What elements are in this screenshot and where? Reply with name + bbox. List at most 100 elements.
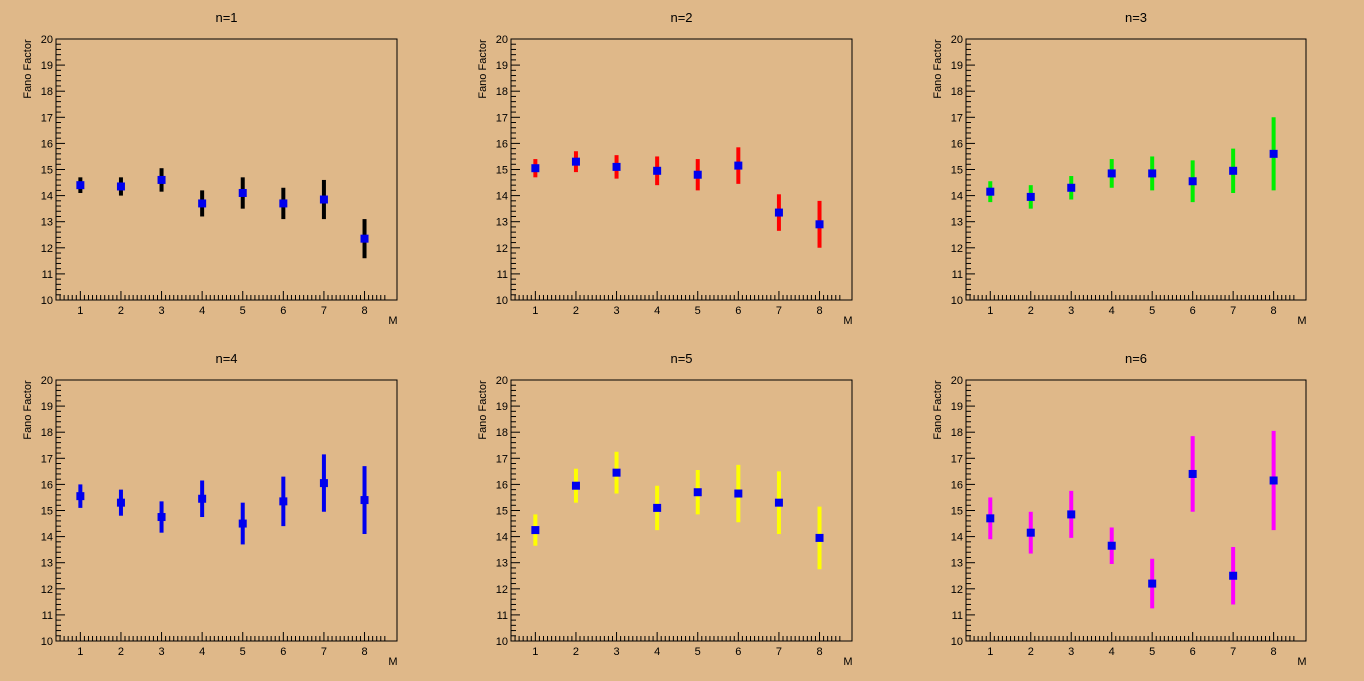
y-tick-label: 10 — [41, 295, 53, 307]
x-tick-label: 2 — [1028, 305, 1034, 317]
data-point — [734, 161, 743, 170]
y-tick-label: 14 — [496, 532, 508, 544]
data-point — [1026, 192, 1035, 201]
y-tick-label: 17 — [496, 112, 508, 124]
x-tick-label: 6 — [735, 305, 741, 317]
x-tick-label: 3 — [158, 305, 164, 317]
data-point — [815, 220, 824, 229]
plot-frame — [510, 379, 853, 642]
y-axis-label: Fano Factor — [932, 39, 944, 99]
x-tick-label: 5 — [1149, 646, 1155, 658]
y-tick-label: 20 — [951, 375, 963, 387]
x-tick-label: 1 — [987, 646, 993, 658]
x-tick-label: 4 — [654, 646, 660, 658]
x-tick-label: 4 — [1109, 646, 1115, 658]
data-point — [116, 498, 125, 507]
x-tick-label: 5 — [695, 305, 701, 317]
y-tick-label: 17 — [41, 112, 53, 124]
y-tick-label: 12 — [951, 584, 963, 596]
data-point — [693, 488, 702, 497]
y-tick-label: 13 — [951, 558, 963, 570]
plot-frame — [55, 38, 398, 301]
y-tick-label: 11 — [952, 269, 963, 281]
x-tick-label: 5 — [240, 305, 246, 317]
data-point — [531, 164, 540, 173]
y-tick-label: 10 — [496, 636, 508, 648]
y-tick-label: 12 — [496, 584, 508, 596]
x-tick-label: 2 — [573, 646, 579, 658]
y-tick-label: 14 — [951, 191, 963, 203]
data-point — [1229, 571, 1238, 580]
data-point — [653, 503, 662, 512]
y-tick-label: 13 — [496, 558, 508, 570]
x-axis-label: M — [843, 315, 852, 327]
data-point — [693, 170, 702, 179]
x-axis-label: M — [388, 315, 397, 327]
y-tick-label: 16 — [41, 138, 53, 150]
x-tick-label: 1 — [987, 305, 993, 317]
x-tick-label: 3 — [158, 646, 164, 658]
data-point — [612, 468, 621, 477]
x-tick-label: 3 — [613, 646, 619, 658]
y-tick-label: 17 — [41, 453, 53, 465]
y-tick-label: 13 — [41, 217, 53, 229]
x-tick-label: 6 — [735, 646, 741, 658]
x-tick-label: 6 — [280, 305, 286, 317]
x-tick-label: 8 — [816, 305, 822, 317]
y-tick-label: 20 — [41, 375, 53, 387]
data-point — [774, 208, 783, 217]
data-point — [319, 479, 328, 488]
data-point — [1148, 579, 1157, 588]
y-tick-label: 11 — [497, 610, 508, 622]
y-tick-label: 16 — [496, 138, 508, 150]
y-tick-label: 18 — [951, 86, 963, 98]
x-axis-label: M — [843, 656, 852, 668]
x-tick-label: 7 — [776, 305, 782, 317]
x-tick-label: 5 — [1149, 305, 1155, 317]
y-axis-label: Fano Factor — [932, 380, 944, 440]
data-point — [986, 187, 995, 196]
y-tick-label: 19 — [41, 60, 53, 72]
data-point — [238, 188, 247, 197]
y-tick-label: 15 — [951, 506, 963, 518]
data-point — [1269, 149, 1278, 158]
plot-frame — [510, 38, 853, 301]
x-tick-label: 4 — [1109, 305, 1115, 317]
y-tick-label: 18 — [496, 427, 508, 439]
chart-title: n=3 — [1125, 10, 1147, 25]
y-tick-label: 13 — [41, 558, 53, 570]
data-point — [1067, 183, 1076, 192]
y-tick-label: 20 — [41, 34, 53, 46]
x-tick-label: 8 — [816, 646, 822, 658]
data-point — [774, 498, 783, 507]
y-tick-label: 11 — [42, 610, 53, 622]
y-tick-label: 18 — [496, 86, 508, 98]
data-point — [1107, 541, 1116, 550]
x-tick-label: 8 — [1271, 305, 1277, 317]
x-tick-label: 4 — [654, 305, 660, 317]
data-point — [734, 489, 743, 498]
y-tick-label: 12 — [41, 584, 53, 596]
data-point — [198, 494, 207, 503]
y-tick-label: 14 — [41, 532, 53, 544]
data-point — [1148, 169, 1157, 178]
x-tick-label: 7 — [776, 646, 782, 658]
y-tick-label: 11 — [497, 269, 508, 281]
x-tick-label: 2 — [118, 305, 124, 317]
y-tick-label: 14 — [951, 532, 963, 544]
chart-title: n=6 — [1125, 351, 1147, 366]
x-tick-label: 8 — [361, 646, 367, 658]
x-tick-label: 2 — [1028, 646, 1034, 658]
y-tick-label: 19 — [496, 401, 508, 413]
x-tick-label: 3 — [1068, 305, 1074, 317]
y-axis-label: Fano Factor — [477, 380, 489, 440]
chart-title: n=1 — [215, 10, 237, 25]
data-point — [360, 234, 369, 243]
x-axis-label: M — [1297, 656, 1306, 668]
x-tick-label: 3 — [1068, 646, 1074, 658]
data-point — [238, 519, 247, 528]
